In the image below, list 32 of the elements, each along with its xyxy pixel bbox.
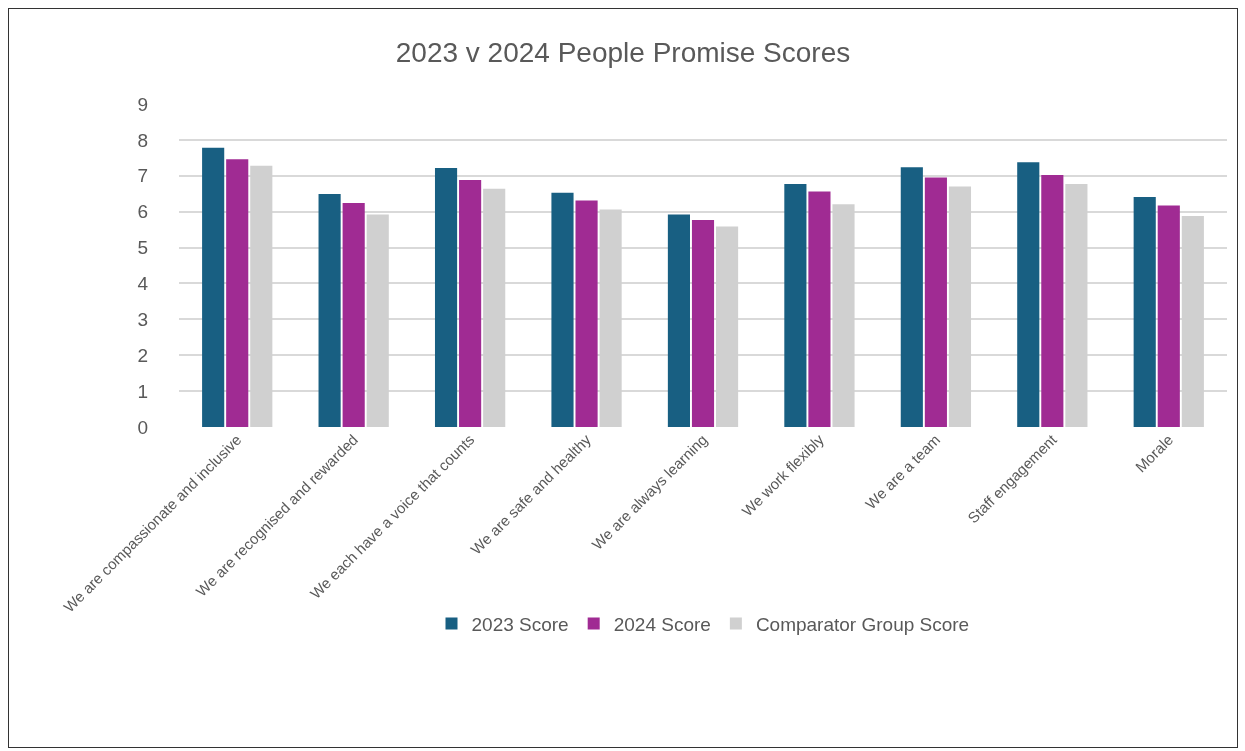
bar — [1041, 175, 1064, 427]
y-tick-label: 9 — [137, 93, 148, 115]
bar — [691, 219, 715, 427]
legend-label: 2023 Score — [471, 613, 569, 635]
bar — [575, 200, 598, 427]
y-tick-label: 3 — [137, 308, 148, 330]
y-tick-label: 1 — [137, 380, 148, 402]
bar — [318, 194, 341, 427]
bar — [226, 159, 249, 427]
y-tick-label: 0 — [137, 416, 148, 438]
bar — [1157, 205, 1180, 427]
bar — [551, 192, 574, 427]
legend-label: 2024 Score — [613, 613, 711, 635]
bar — [924, 177, 947, 427]
bar — [784, 184, 807, 427]
bar — [342, 203, 365, 427]
bar — [808, 191, 831, 427]
bar — [434, 167, 458, 427]
y-tick-label: 5 — [137, 237, 148, 259]
legend-label: Comparator Group Score — [755, 613, 970, 635]
bar — [667, 214, 690, 427]
bar — [459, 180, 482, 427]
bar — [202, 147, 225, 427]
bar — [1133, 196, 1156, 427]
bar — [900, 167, 923, 427]
bar — [1017, 162, 1040, 427]
y-tick-label: 6 — [137, 201, 148, 223]
y-tick-label: 4 — [137, 273, 149, 295]
chart-title: 2023 v 2024 People Promise Scores — [395, 36, 851, 68]
y-tick-label: 8 — [137, 129, 148, 151]
y-tick-label: 7 — [137, 165, 148, 187]
y-tick-label: 2 — [137, 344, 148, 366]
